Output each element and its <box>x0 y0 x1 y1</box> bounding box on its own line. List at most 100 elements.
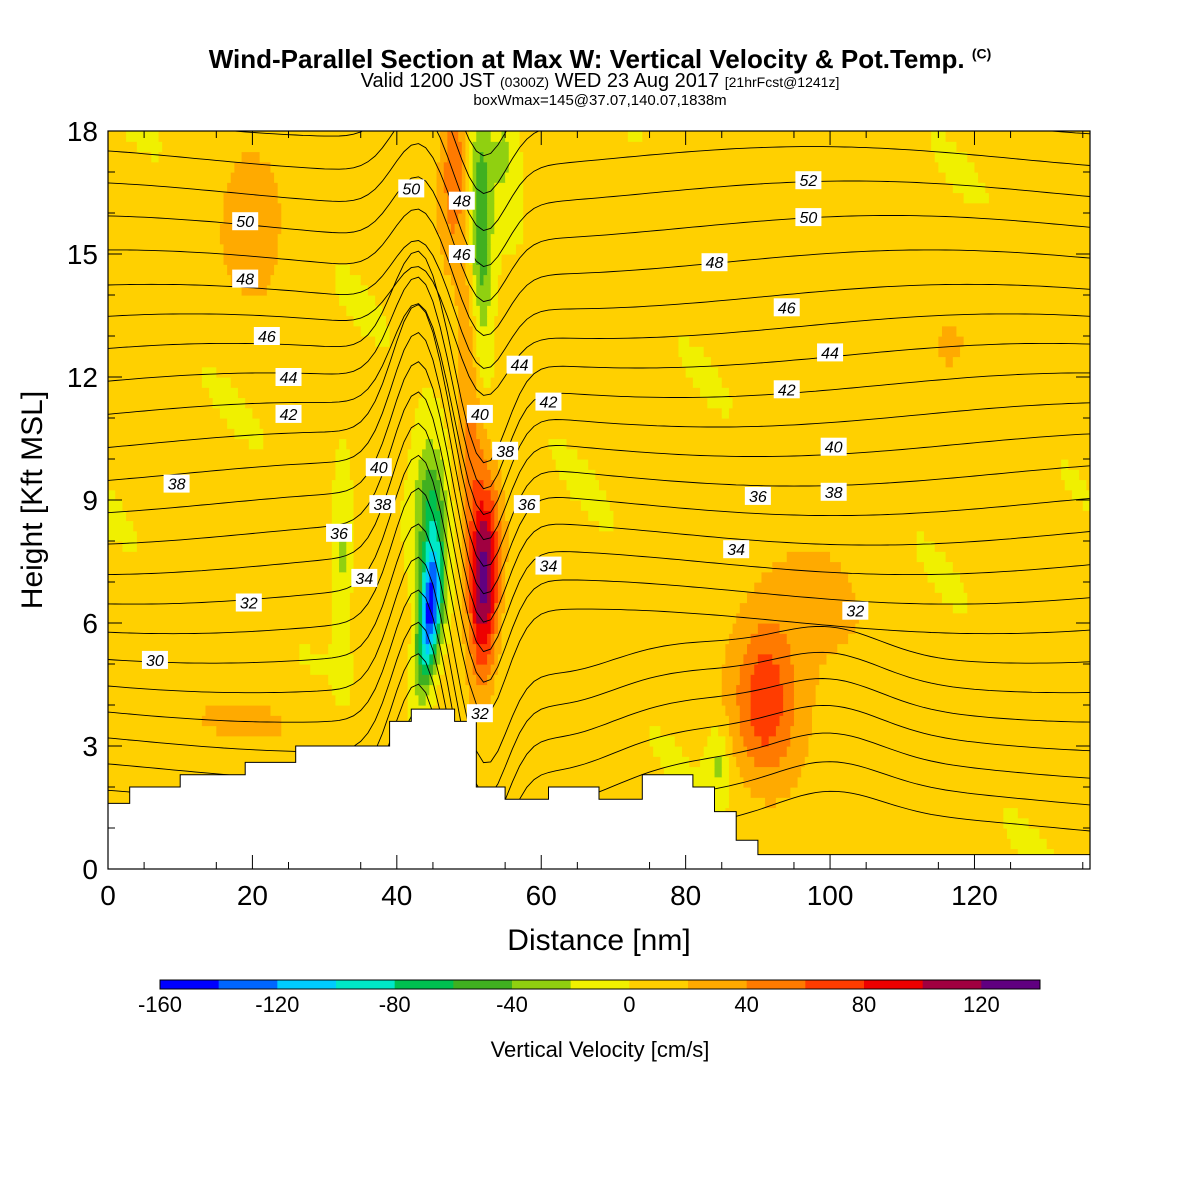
isentrope-label-box <box>466 404 493 423</box>
velocity-cell <box>436 633 441 645</box>
velocity-cell <box>682 356 712 368</box>
isentrope-label: 38 <box>163 474 190 494</box>
velocity-cell <box>490 264 503 276</box>
colorbar-swatch <box>160 980 220 989</box>
velocity-cell <box>440 520 445 532</box>
velocity-cell <box>469 551 474 563</box>
velocity-cell <box>436 694 470 706</box>
velocity-cell <box>490 612 495 624</box>
velocity-cell <box>487 223 495 235</box>
velocity-cell <box>508 530 918 542</box>
velocity-cell <box>443 664 467 675</box>
velocity-cell <box>461 151 467 163</box>
velocity-cell <box>487 551 492 563</box>
velocity-cell <box>108 510 127 522</box>
velocity-cell <box>263 438 340 450</box>
velocity-cell <box>725 705 741 716</box>
velocity-cell <box>497 284 1090 296</box>
velocity-cell <box>108 633 333 645</box>
velocity-cell <box>349 643 409 655</box>
velocity-cell <box>461 500 467 511</box>
velocity-cell <box>1039 828 1090 839</box>
isentrope-label-text: 30 <box>146 653 164 670</box>
velocity-cell <box>728 787 752 798</box>
velocity-cell <box>714 766 723 778</box>
velocity-cell <box>508 161 524 173</box>
velocity-cell <box>472 264 481 276</box>
velocity-cell <box>108 182 228 194</box>
velocity-cell <box>353 479 405 491</box>
velocity-cell <box>494 674 723 686</box>
isentrope-label-text: 40 <box>825 440 843 457</box>
velocity-cell <box>389 336 459 347</box>
velocity-cell <box>490 520 495 532</box>
velocity-cell <box>108 530 138 542</box>
velocity-cell <box>422 479 441 491</box>
velocity-cell <box>346 551 355 563</box>
isentrope-label-box <box>817 343 844 362</box>
isentrope-line <box>108 589 1090 830</box>
velocity-cell <box>447 530 456 542</box>
velocity-cell <box>472 213 477 224</box>
velocity-cell <box>465 161 470 173</box>
isentrope-label-box <box>466 704 493 723</box>
velocity-cell <box>750 674 781 686</box>
velocity-cell <box>956 141 1090 153</box>
colorbar-swatch <box>805 980 865 989</box>
velocity-cell <box>263 428 412 440</box>
velocity-cell <box>938 346 961 358</box>
velocity-cell <box>205 705 272 716</box>
velocity-cell <box>465 653 474 665</box>
velocity-cell <box>653 746 683 757</box>
velocity-cell <box>209 387 239 399</box>
velocity-cell <box>454 510 463 522</box>
velocity-cell <box>537 828 1008 839</box>
velocity-cell <box>335 694 351 706</box>
velocity-cell <box>490 233 524 245</box>
velocity-cell <box>523 151 936 163</box>
velocity-cell <box>461 612 470 624</box>
velocity-cell <box>815 694 1090 706</box>
velocity-cell <box>108 479 333 491</box>
velocity-cell <box>479 438 492 450</box>
velocity-cell <box>407 684 416 696</box>
velocity-cell <box>490 541 495 552</box>
velocity-cell <box>440 233 467 245</box>
velocity-cell <box>494 356 683 368</box>
velocity-cell <box>422 643 427 655</box>
velocity-cell <box>418 397 441 409</box>
isentrope-label-text: 42 <box>540 395 558 412</box>
velocity-cell <box>479 520 488 532</box>
velocity-cell <box>765 797 777 809</box>
velocity-cell <box>725 807 1004 819</box>
isentrope-label-box <box>326 523 353 542</box>
velocity-cell <box>472 305 481 317</box>
velocity-cell <box>476 161 488 173</box>
velocity-cell <box>469 213 474 224</box>
velocity-cell <box>487 561 492 573</box>
velocity-cell <box>277 243 441 255</box>
velocity-cell <box>988 192 1090 204</box>
velocity-cell <box>108 561 333 573</box>
velocity-cell <box>490 561 495 573</box>
velocity-cell <box>411 602 416 614</box>
velocity-cell <box>1017 848 1055 860</box>
isentrope-label-box <box>535 392 562 411</box>
velocity-cell <box>469 315 477 327</box>
velocity-cell <box>483 151 510 163</box>
velocity-cell <box>411 612 416 624</box>
velocity-cell <box>941 325 958 337</box>
velocity-cell <box>443 469 452 481</box>
velocity-cell <box>407 653 416 665</box>
velocity-cell <box>108 325 362 337</box>
velocity-cell <box>728 756 737 768</box>
velocity-cell <box>108 172 232 183</box>
velocity-cell <box>418 612 423 624</box>
velocity-cell <box>1079 469 1090 481</box>
velocity-cell <box>469 592 474 604</box>
velocity-cell <box>331 592 351 604</box>
velocity-cell <box>783 694 795 706</box>
colorbar-swatch <box>453 980 513 989</box>
isentrope-lines <box>108 131 1090 869</box>
